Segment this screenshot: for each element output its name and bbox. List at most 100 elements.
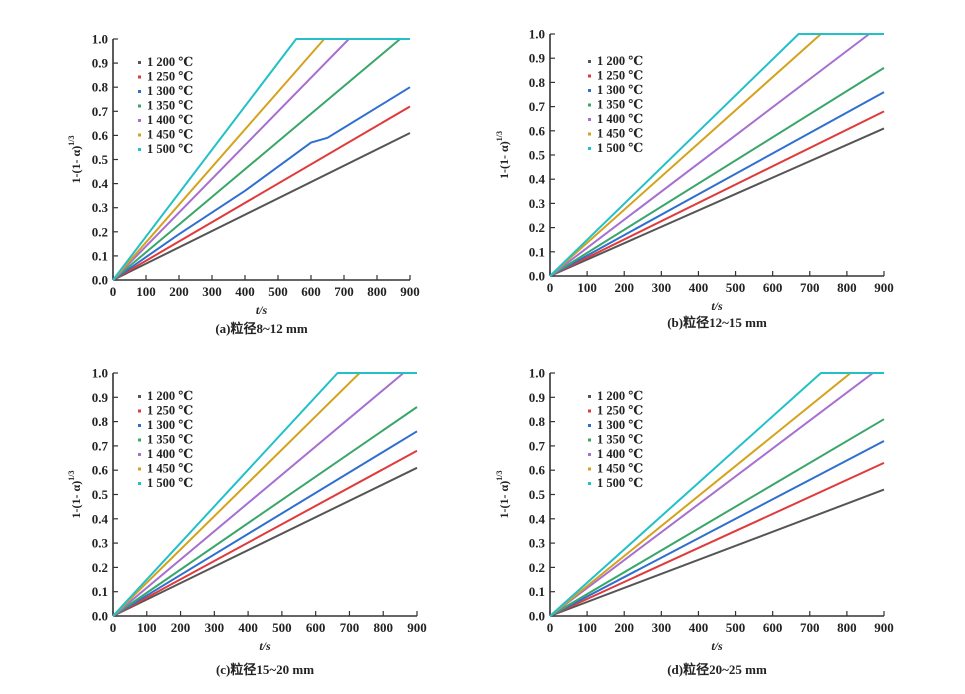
x-tick-label: 800 [367,284,387,299]
x-tick-label: 0 [110,284,117,299]
chart-panel-b: 0 100 200 300 400 500 600 700 800 900 0.0 0.1 0.2 0.3… [495,27,894,331]
legend-marker [138,90,141,93]
legend-marker [588,453,591,456]
series-line-1300C [112,430,418,617]
y-tick-label: 0.8 [92,80,109,95]
x-tick-label: 300 [652,620,672,635]
series-line-1500C [112,38,410,281]
legend-marker [138,438,141,442]
series-line-1300C [549,91,885,277]
x-tick-label: 600 [763,280,783,295]
legend-label: 1 200 ℃ [147,55,193,69]
legend-marker [588,132,591,136]
series-line-1500C [112,372,417,617]
legend-label: 1 500 ℃ [147,142,193,156]
chart-panel-c: 0 100 200 300 400 500 600 700 800 900 0.0 0.1 0.2 0.3… [67,366,427,678]
y-tick-label: 0.0 [529,609,545,624]
y-tick-label: 0.7 [529,438,546,453]
series-line-1350C [549,67,885,277]
panel-caption: (d)粒径20~25 mm [667,662,767,677]
x-tick-label: 900 [407,620,427,635]
x-tick-label: 100 [137,620,157,635]
legend-marker [138,61,141,64]
x-tick-label: 200 [171,620,191,635]
y-tick-label: 0.5 [92,487,109,502]
chart-panel-a: 0 100 200 300 400 500 600 700 800 900 0.0 0.1 0.2 0.3… [67,32,420,337]
y-tick-label: 0.8 [92,414,109,429]
chart-panel-d: 0 100 200 300 400 500 600 700 800 900 0.0 0.1 0.2 0.3… [495,366,894,678]
series-line-1500C [549,372,884,617]
y-tick-label: 0.9 [92,390,109,405]
series-line-1250C [112,449,418,617]
x-tick-label: 500 [726,280,746,295]
y-axis-label: 1-(1- α)1/3 [495,131,511,179]
x-tick-label: 100 [577,280,597,295]
legend-marker [138,75,141,79]
series-line-1300C [112,86,411,281]
y-tick-label: 1.0 [529,366,545,381]
y-tick-label: 0.6 [92,463,109,478]
y-tick-label: 0.7 [529,99,546,114]
panel-caption: (a)粒径8~12 mm [215,321,307,336]
y-tick-label: 0.0 [529,269,545,284]
y-tick-label: 0.1 [529,244,545,259]
legend-marker [588,74,591,78]
legend-marker [588,103,591,107]
legend-marker [588,467,591,471]
y-axis-label: 1-(1- α)1/3 [67,471,83,519]
legend: 1 200 ℃1 250 ℃1 300 ℃1 350 ℃1 400 ℃1 450… [138,55,193,156]
x-tick-label: 0 [547,620,554,635]
y-tick-label: 0.6 [92,128,109,143]
x-tick-label: 500 [726,620,746,635]
series-line-1500C [549,33,884,277]
legend-label: 1 300 ℃ [147,418,193,432]
legend-marker [138,395,141,398]
legend-marker [138,119,141,122]
x-tick-label: 800 [837,620,857,635]
x-tick-label: 700 [340,620,360,635]
legend-marker [588,438,591,442]
series-line-1200C [549,488,885,617]
legend-marker [588,118,591,121]
legend-marker [138,482,141,485]
y-tick-label: 0.3 [92,536,109,551]
x-tick-label: 400 [689,280,709,295]
legend-label: 1 250 ℃ [597,404,643,418]
y-tick-label: 0.1 [92,248,108,263]
y-tick-label: 0.9 [529,51,546,66]
legend-marker [588,424,591,427]
x-tick-label: 700 [800,620,820,635]
panel-caption: (c)粒径15~20 mm [216,662,314,677]
legend-marker [138,148,141,151]
y-tick-label: 0.1 [92,584,108,599]
x-tick-label: 600 [763,620,783,635]
legend-label: 1 350 ℃ [147,433,193,447]
y-tick-label: 0.8 [529,414,546,429]
legend-label: 1 500 ℃ [597,141,643,155]
y-tick-label: 0.2 [529,560,545,575]
y-tick-label: 0.1 [529,584,545,599]
legend-label: 1 350 ℃ [597,433,643,447]
y-tick-label: 0.7 [92,438,109,453]
y-tick-label: 0.4 [529,172,546,187]
x-tick-label: 600 [306,620,326,635]
legend-label: 1 400 ℃ [147,447,193,461]
legend-label: 1 250 ℃ [597,69,643,83]
x-tick-label: 200 [169,284,189,299]
legend-label: 1 500 ℃ [147,476,193,490]
x-tick-label: 800 [373,620,393,635]
x-tick-label: 200 [614,620,634,635]
y-tick-label: 0.4 [529,511,546,526]
legend-marker [588,89,591,92]
y-tick-label: 0.0 [92,273,108,288]
x-tick-label: 200 [614,280,634,295]
x-tick-label: 900 [874,280,894,295]
legend-label: 1 250 ℃ [147,70,193,84]
y-tick-label: 0.7 [92,104,109,119]
x-tick-label: 900 [874,620,894,635]
y-tick-label: 0.2 [92,224,108,239]
legend-label: 1 300 ℃ [147,84,193,98]
y-tick-label: 0.5 [529,487,546,502]
legend-label: 1 350 ℃ [597,98,643,112]
